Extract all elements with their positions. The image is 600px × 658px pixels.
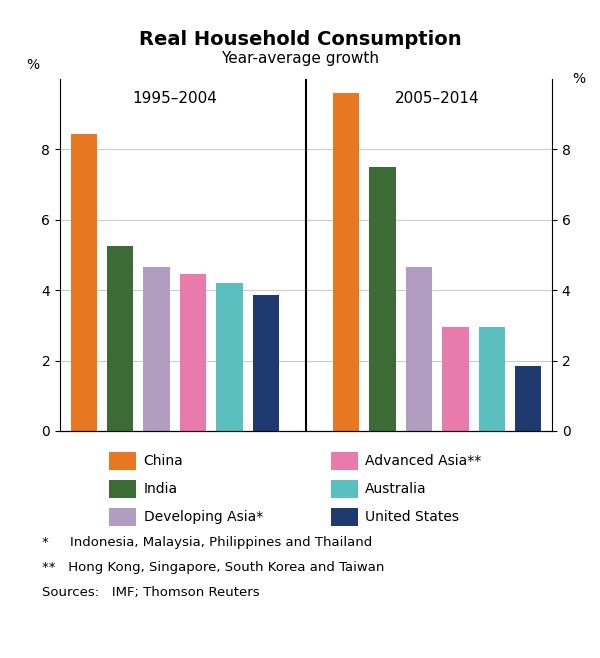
Text: India: India: [143, 482, 178, 495]
Text: Advanced Asia**: Advanced Asia**: [365, 453, 481, 468]
Bar: [331, 508, 358, 526]
Text: 2005–2014: 2005–2014: [395, 91, 479, 106]
Bar: [107, 246, 133, 431]
Text: Australia: Australia: [365, 482, 427, 495]
Bar: [331, 480, 358, 499]
Bar: [331, 453, 358, 470]
Text: **   Hong Kong, Singapore, South Korea and Taiwan: ** Hong Kong, Singapore, South Korea and…: [42, 561, 385, 574]
Text: 1995–2004: 1995–2004: [133, 91, 217, 106]
Text: China: China: [143, 453, 184, 468]
Bar: [109, 453, 136, 470]
Bar: [180, 274, 206, 431]
Text: *     Indonesia, Malaysia, Philippines and Thailand: * Indonesia, Malaysia, Philippines and T…: [42, 536, 372, 549]
Bar: [442, 327, 469, 431]
Bar: [406, 267, 432, 431]
Text: Year-average growth: Year-average growth: [221, 51, 379, 66]
Text: Real Household Consumption: Real Household Consumption: [139, 30, 461, 49]
Bar: [370, 167, 395, 431]
Y-axis label: %: %: [572, 72, 586, 86]
Bar: [515, 366, 541, 431]
Bar: [143, 267, 170, 431]
Bar: [253, 295, 279, 431]
Bar: [109, 480, 136, 499]
Text: United States: United States: [365, 509, 459, 524]
Text: Sources:   IMF; Thomson Reuters: Sources: IMF; Thomson Reuters: [42, 586, 260, 599]
Text: Developing Asia*: Developing Asia*: [143, 509, 263, 524]
Bar: [333, 93, 359, 431]
Bar: [71, 134, 97, 431]
Bar: [217, 283, 242, 431]
Bar: [109, 508, 136, 526]
Y-axis label: %: %: [26, 58, 40, 72]
Bar: [479, 327, 505, 431]
